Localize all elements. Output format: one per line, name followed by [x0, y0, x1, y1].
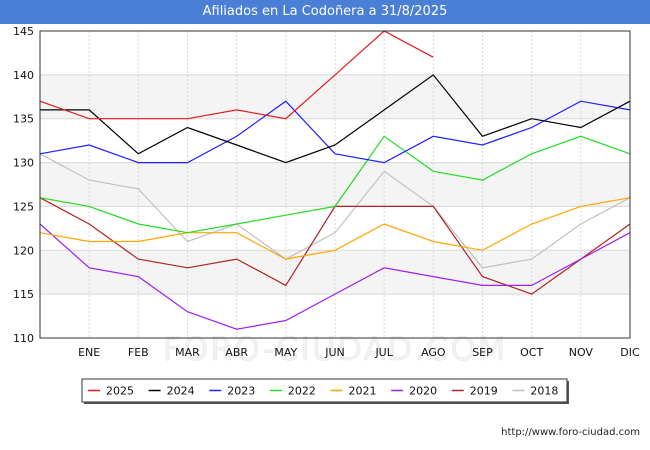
y-tick-label: 135 — [13, 113, 34, 126]
legend-label-2021: 2021 — [349, 385, 377, 398]
source-link[interactable]: http://www.foro-ciudad.com — [501, 427, 640, 438]
x-tick-label: OCT — [520, 346, 543, 359]
x-tick-label: ENE — [78, 346, 100, 359]
y-tick-label: 120 — [13, 244, 34, 257]
x-tick-label: FEB — [128, 346, 149, 359]
y-tick-label: 145 — [13, 25, 34, 38]
x-axis-ticks: ENE FEB MAR ABR MAY JUN JUL AGO SEP OCT NOV DIC — [78, 346, 640, 359]
legend-label-2022: 2022 — [288, 385, 316, 398]
x-tick-label: JUN — [324, 346, 345, 359]
x-tick-label: MAY — [274, 346, 297, 359]
series-line-2022 — [39, 135, 631, 234]
legend-label-2023: 2023 — [227, 385, 255, 398]
x-tick-label: DIC — [620, 346, 640, 359]
series-line-2025 — [39, 30, 434, 120]
plot-frame — [39, 30, 631, 339]
series-line-2020 — [39, 223, 631, 330]
y-axis-ticks: 110 115 120 125 130 135 140 145 — [13, 25, 34, 345]
y-tick-label: 115 — [13, 288, 34, 301]
legend-label-2018: 2018 — [530, 385, 558, 398]
x-tick-label: SEP — [472, 346, 493, 359]
series-line-2023 — [39, 100, 631, 164]
legend-label-2024: 2024 — [167, 385, 195, 398]
legend-label-2019: 2019 — [470, 385, 498, 398]
y-tick-label: 140 — [13, 69, 34, 82]
legend: 2025 2024 2023 2022 2021 2020 2019 2018 — [81, 378, 569, 404]
x-tick-label: MAR — [175, 346, 200, 359]
legend-label-2025: 2025 — [106, 385, 134, 398]
chart-title: Afiliados en La Codoñera a 31/8/2025 — [0, 0, 650, 24]
y-tick-label: 130 — [13, 157, 34, 170]
y-tick-label: 110 — [13, 332, 34, 345]
x-tick-label: AGO — [421, 346, 446, 359]
legend-label-2020: 2020 — [409, 385, 437, 398]
watermark: FORO-CIUDAD.COM — [163, 330, 508, 368]
series-lines — [39, 30, 631, 330]
series-line-2018 — [39, 153, 631, 269]
x-tick-label: ABR — [225, 346, 248, 359]
legend-box — [81, 378, 568, 403]
series-line-2021 — [39, 197, 631, 260]
x-tick-label: JUL — [374, 346, 393, 359]
y-tick-label: 125 — [13, 200, 34, 213]
series-line-2024 — [40, 74, 631, 164]
x-tick-label: NOV — [569, 346, 594, 359]
